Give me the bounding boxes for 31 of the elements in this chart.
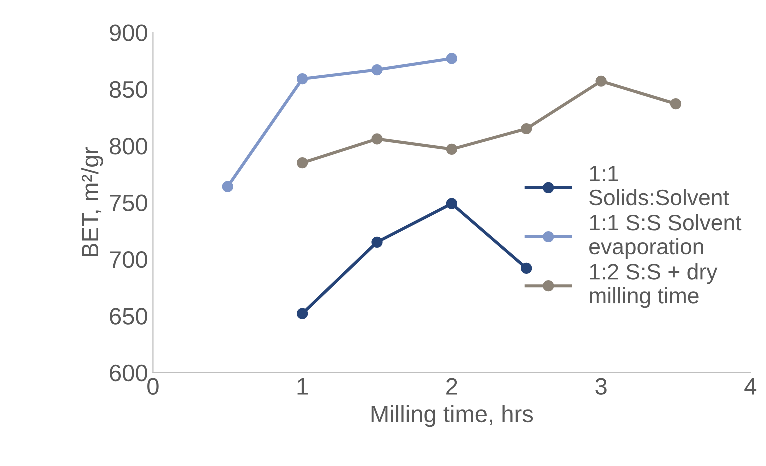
x-tick-label: 0 xyxy=(148,378,159,396)
y-axis-title: BET, m²/gr xyxy=(81,147,104,257)
x-tick-label: 2 xyxy=(446,378,458,395)
point xyxy=(446,144,458,155)
y-tick-label: 850 xyxy=(110,81,148,98)
point xyxy=(521,123,532,135)
legend-label: 1:2 S:S + dry milling time xyxy=(590,264,718,308)
y-tick-label: 700 xyxy=(110,251,148,268)
y-tick-label: 900 xyxy=(110,24,148,42)
y-tick-label: 750 xyxy=(110,194,148,212)
point xyxy=(596,76,607,87)
legend-label: 1:1 Solids:Solvent xyxy=(590,166,730,206)
point xyxy=(372,236,383,248)
x-axis-title: Milling time, hrs xyxy=(372,405,534,428)
point xyxy=(222,181,234,192)
point xyxy=(670,98,682,110)
point xyxy=(372,64,383,76)
point xyxy=(297,74,308,85)
x-tick-label: 3 xyxy=(596,378,607,396)
point xyxy=(446,53,458,64)
legend-label: 1:1 S:S Solvent evaporation xyxy=(590,214,742,260)
y-tick-label: 600 xyxy=(110,364,148,382)
point xyxy=(297,308,308,320)
y-tick-label: 800 xyxy=(110,138,148,155)
y-tick-label: 650 xyxy=(110,308,148,325)
point xyxy=(521,262,532,274)
x-tick-label: 1 xyxy=(298,378,308,395)
point xyxy=(446,198,458,210)
point xyxy=(372,134,383,145)
x-tick-label: 4 xyxy=(744,378,757,395)
point xyxy=(297,157,308,169)
